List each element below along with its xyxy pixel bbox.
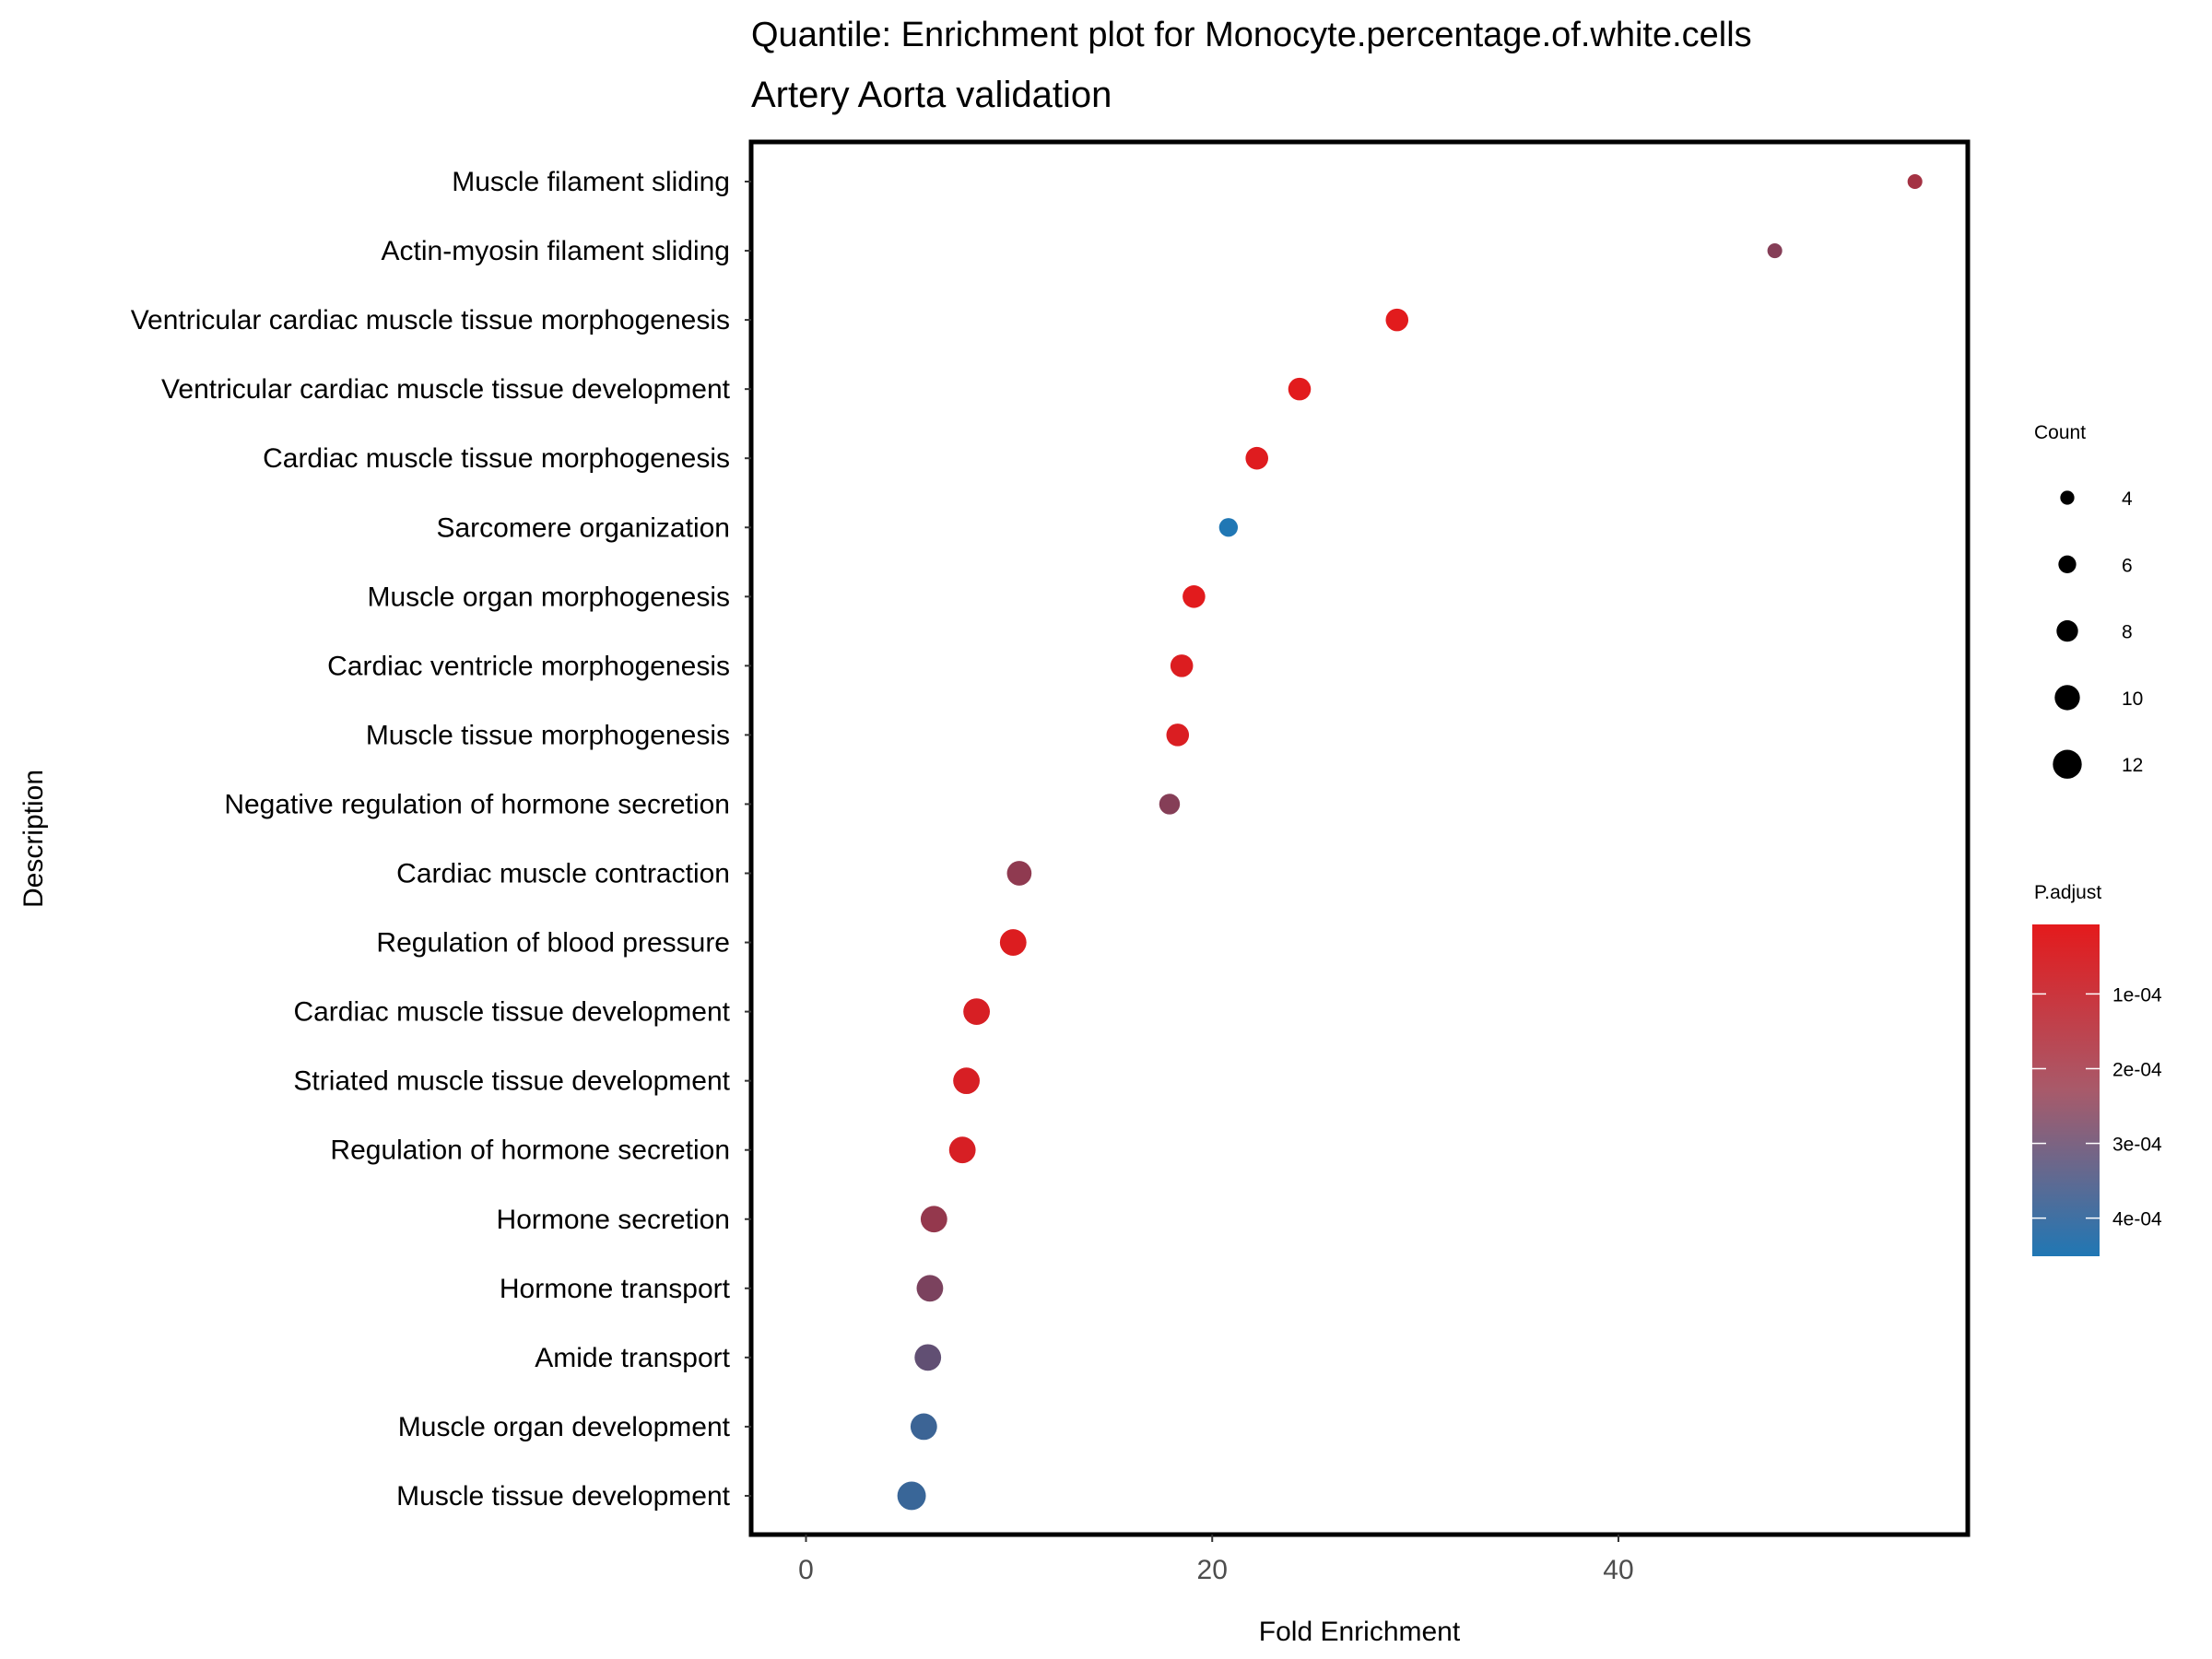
data-point	[1182, 585, 1206, 608]
data-point	[1166, 724, 1190, 747]
count-legend-key	[2056, 619, 2078, 642]
colorbar-tick-label: 4e-04	[2112, 1209, 2162, 1230]
data-point	[1245, 446, 1268, 470]
data-point	[999, 929, 1027, 956]
x-tick-label: 40	[1603, 1555, 1633, 1585]
data-point	[1159, 794, 1181, 815]
y-tick-label: Negative regulation of hormone secretion	[224, 789, 730, 819]
colorbar-tick-label: 2e-04	[2112, 1059, 2162, 1080]
x-axis-title: Fold Enrichment	[1259, 1617, 1461, 1647]
colorbar-tick-label: 1e-04	[2112, 984, 2162, 1006]
y-tick-label: Hormone transport	[500, 1274, 731, 1304]
count-legend-key	[2053, 749, 2082, 779]
count-legend-label: 4	[2122, 488, 2133, 510]
y-tick-label: Hormone secretion	[497, 1205, 730, 1235]
y-tick-label: Cardiac muscle tissue morphogenesis	[263, 443, 730, 474]
data-point	[963, 998, 991, 1025]
p-adjust-colorbar	[2032, 924, 2100, 1256]
x-tick-label: 0	[798, 1555, 814, 1585]
count-legend-label: 12	[2122, 755, 2143, 776]
y-tick-label: Muscle tissue morphogenesis	[366, 720, 730, 750]
count-legend-label: 6	[2122, 555, 2133, 576]
chart-subtitle: Artery Aorta validation	[751, 75, 1112, 115]
y-tick-label: Regulation of blood pressure	[376, 928, 730, 959]
y-tick-label: Ventricular cardiac muscle tissue morpho…	[131, 305, 730, 335]
count-legend-key	[2060, 490, 2075, 505]
y-tick-label: Cardiac ventricle morphogenesis	[327, 651, 730, 681]
p-adjust-legend-title: P.adjust	[2034, 882, 2101, 903]
plot-panel	[748, 139, 1971, 1537]
data-point	[948, 1136, 976, 1164]
x-tick-label: 20	[1197, 1555, 1228, 1585]
count-legend-title: Count	[2034, 422, 2086, 443]
chart-title: Quantile: Enrichment plot for Monocyte.p…	[751, 16, 1752, 54]
data-point	[1385, 308, 1409, 332]
data-point	[1218, 518, 1239, 537]
y-tick-label: Actin-myosin filament sliding	[382, 236, 730, 266]
y-tick-label: Muscle filament sliding	[452, 167, 730, 197]
y-tick-label: Striated muscle tissue development	[293, 1066, 730, 1097]
count-legend: Count 4 6 8 10 12	[2034, 422, 2143, 779]
data-point	[1767, 243, 1783, 259]
data-point	[1288, 377, 1312, 401]
y-tick-label: Sarcomere organization	[436, 512, 730, 543]
count-legend-label: 8	[2122, 622, 2133, 643]
y-tick-label: Regulation of hormone secretion	[330, 1135, 730, 1166]
data-point	[916, 1275, 944, 1302]
data-point	[953, 1067, 980, 1095]
data-point	[1907, 173, 1923, 190]
data-point	[897, 1481, 926, 1511]
y-tick-label: Muscle organ development	[398, 1412, 731, 1442]
y-tick-label: Amide transport	[535, 1343, 730, 1373]
count-legend-label: 10	[2122, 688, 2143, 710]
data-point	[914, 1344, 942, 1371]
y-tick-label: Cardiac muscle tissue development	[293, 997, 730, 1028]
y-tick-label: Cardiac muscle contraction	[396, 859, 730, 889]
data-point	[1170, 654, 1194, 677]
y-tick-label: Muscle tissue development	[396, 1481, 731, 1512]
data-point	[920, 1206, 947, 1233]
colorbar-tick-label: 3e-04	[2112, 1135, 2162, 1156]
y-tick-label: Muscle organ morphogenesis	[367, 582, 730, 612]
data-point	[1006, 861, 1032, 886]
count-legend-key	[2054, 685, 2080, 711]
y-axis-title: Description	[18, 770, 49, 908]
data-point	[910, 1413, 937, 1441]
p-adjust-legend: P.adjust 1e-04 2e-04 3e-04 4e-04	[2032, 882, 2162, 1256]
y-tick-label: Ventricular cardiac muscle tissue develo…	[161, 374, 731, 405]
count-legend-key	[2058, 555, 2077, 573]
